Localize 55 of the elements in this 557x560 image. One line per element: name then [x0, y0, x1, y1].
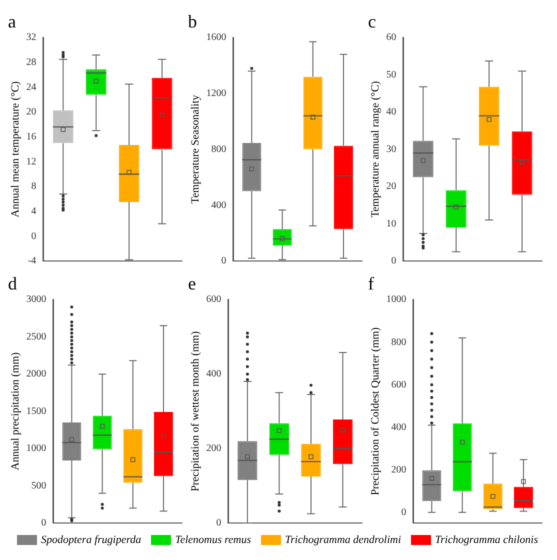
y-tick-label: 30 — [386, 144, 396, 155]
y-axis-title: Annual precipitation (mm) — [9, 352, 22, 470]
legend-label: Spodoptera frugiperda — [40, 534, 142, 546]
y-axis-title: Temperature Seasonality — [189, 94, 202, 204]
y-tick-label: 8 — [31, 181, 36, 192]
y-tick-label: 20 — [386, 181, 396, 192]
y-tick-label: 1000 — [26, 443, 46, 454]
y-tick-label: 0 — [216, 518, 222, 529]
chart-title: a — [8, 12, 16, 32]
y-tick-label: 0 — [391, 256, 396, 267]
chart-title: b — [188, 12, 197, 32]
y-tick-label: 10 — [386, 218, 396, 230]
y-tick-label: 3000 — [26, 294, 46, 306]
legend-label: Trichogramma dendrolimi — [285, 534, 402, 546]
y-axis-title: Annual mean temperature (°C) — [9, 80, 22, 218]
y-tick-label: 60 — [386, 32, 396, 44]
y-tick-label: 1200 — [206, 88, 226, 100]
y-tick-label: 600 — [391, 379, 406, 390]
legend-label: Telenomus remus — [175, 534, 251, 546]
y-axis-title: Temperature annual range (°C) — [369, 80, 382, 218]
y-tick-label: 400 — [206, 368, 222, 380]
y-tick-label: 2500 — [26, 331, 46, 342]
y-tick-label: 800 — [391, 336, 406, 348]
y-tick-label: 0 — [221, 256, 226, 267]
y-tick-label: 28 — [26, 57, 36, 68]
y-tick-label: 12 — [26, 156, 36, 168]
y-tick-label: 600 — [206, 294, 222, 306]
legend-label: Trichogramma chilonis — [435, 534, 538, 546]
y-tick-label: 32 — [26, 32, 36, 44]
y-tick-label: 40 — [386, 106, 396, 118]
chart-title: e — [188, 274, 196, 294]
y-tick-label: 16 — [26, 132, 36, 143]
chart-title: d — [8, 274, 17, 294]
y-tick-label: 800 — [211, 144, 226, 155]
y-tick-label: 400 — [211, 200, 226, 211]
y-tick-label: 24 — [26, 82, 36, 93]
y-tick-label: 4 — [31, 206, 36, 217]
y-tick-label: 500 — [31, 480, 46, 492]
y-tick-label: 1500 — [26, 406, 46, 417]
y-tick-label: 0 — [401, 506, 406, 518]
y-tick-label: 0 — [31, 230, 36, 242]
y-tick-label: 1000 — [386, 294, 406, 306]
y-tick-label: 1600 — [206, 32, 226, 44]
y-tick-label: 200 — [391, 464, 406, 476]
y-tick-label: 2000 — [26, 368, 46, 380]
y-axis-title: Precipitation of Coldest Quarter (mm) — [369, 326, 382, 496]
chart-title: f — [368, 274, 374, 294]
y-tick-label: 200 — [206, 443, 222, 454]
y-tick-label: 50 — [386, 69, 396, 80]
y-axis-title: Precipitation of wettest month (mm) — [189, 330, 202, 492]
y-tick-label: 20 — [26, 106, 36, 118]
y-tick-label: -4 — [28, 256, 36, 267]
chart-title: c — [368, 12, 376, 32]
y-tick-label: 0 — [41, 518, 46, 529]
y-tick-label: 400 — [391, 422, 406, 433]
